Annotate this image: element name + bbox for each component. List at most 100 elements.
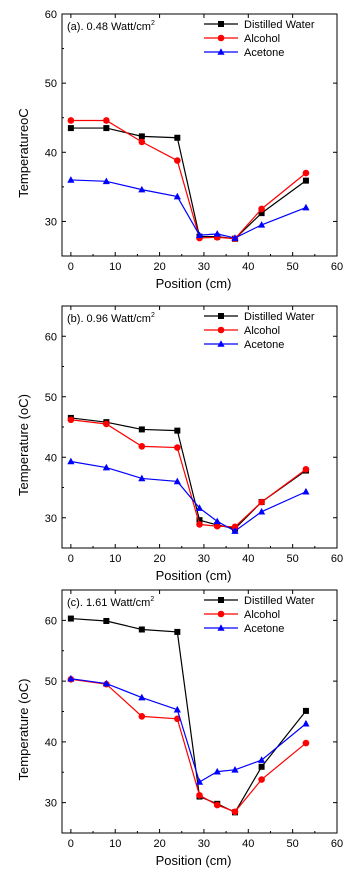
x-tick-label: 10 — [109, 553, 121, 565]
data-point — [213, 801, 221, 809]
panel-label-text: (b). 0.96 Watt/cm — [67, 313, 151, 325]
series-line — [70, 617, 307, 814]
x-tick-label: 30 — [198, 838, 210, 850]
data-point — [138, 133, 145, 140]
data-point — [195, 231, 204, 239]
data-point — [257, 756, 266, 763]
data-point — [103, 420, 110, 428]
data-point — [138, 713, 146, 720]
legend-label: Alcohol — [244, 609, 280, 621]
legend: Distilled Water Alcohol Acetone — [204, 311, 315, 351]
data-point — [67, 457, 75, 465]
data-point — [302, 739, 310, 747]
data-point — [302, 169, 310, 177]
data-point — [67, 125, 74, 132]
y-tick-label: 40 — [45, 737, 57, 749]
data-point — [302, 707, 309, 714]
legend-label: Alcohol — [244, 325, 280, 337]
y-axis-label-text: Temperature ( — [16, 414, 31, 496]
series-alcohol — [67, 416, 310, 531]
data-point — [67, 176, 75, 183]
data-point — [174, 157, 181, 164]
data-point — [213, 767, 221, 775]
panel-label-text: (a). 0.48 Watt/cm — [67, 21, 151, 33]
y-tick-label: 60 — [45, 9, 57, 21]
panel-label: (c). 1.61 Watt/cm2 — [67, 596, 154, 609]
y-tick-label: 60 — [45, 615, 57, 627]
data-point — [195, 778, 204, 785]
data-point — [258, 205, 265, 213]
x-tick-label: 0 — [68, 261, 74, 273]
legend-label: Alcohol — [244, 33, 280, 45]
series-line — [70, 678, 307, 783]
legend-marker — [217, 34, 225, 42]
data-point — [138, 443, 146, 450]
plot-frame — [61, 13, 338, 257]
x-tick-label: 10 — [109, 838, 121, 850]
data-point — [103, 617, 110, 624]
y-axis-label-unit: oC — [16, 108, 31, 125]
legend-marker — [217, 48, 225, 55]
data-point — [258, 776, 265, 783]
data-point — [173, 192, 181, 200]
data-point — [196, 792, 203, 799]
legend-marker — [218, 597, 224, 603]
y-tick-label: 30 — [45, 216, 57, 228]
legend-label: Acetone — [244, 623, 284, 635]
data-point — [302, 466, 310, 473]
data-point — [102, 679, 110, 687]
x-tick-label: 50 — [287, 838, 299, 850]
x-tick-label: 30 — [198, 261, 210, 273]
legend-marker — [217, 340, 225, 347]
data-point — [174, 134, 181, 141]
data-point — [213, 522, 221, 530]
x-tick-label: 0 — [68, 553, 74, 565]
panel-label-text: (c). 1.61 Watt/cm — [67, 597, 150, 609]
legend: Distilled Water Alcohol Acetone — [204, 19, 315, 59]
legend-label: Acetone — [244, 339, 284, 351]
data-point — [258, 498, 265, 506]
data-point — [138, 185, 146, 193]
data-point — [213, 517, 221, 525]
legend-marker — [217, 624, 225, 631]
legend-marker — [218, 313, 224, 319]
y-axis-label-text: Temperature — [16, 125, 31, 198]
data-point — [138, 138, 146, 146]
y-tick-label: 50 — [45, 392, 57, 404]
x-tick-label: 40 — [242, 553, 254, 565]
panel-label-superscript: 2 — [151, 20, 155, 27]
x-tick-label: 60 — [331, 553, 343, 565]
x-axis-label: Position (cm) — [156, 568, 232, 583]
data-point — [302, 203, 310, 211]
data-point — [103, 125, 110, 132]
legend-label: Distilled Water — [244, 595, 315, 607]
y-tick-label: 40 — [45, 147, 57, 159]
legend-label: Distilled Water — [244, 19, 315, 31]
data-point — [102, 463, 110, 471]
y-tick-label: 50 — [45, 676, 57, 688]
series-alcohol — [67, 117, 310, 243]
legend-label: Distilled Water — [244, 311, 315, 323]
series-distilled_water — [67, 414, 309, 532]
data-point — [195, 504, 204, 511]
y-axis-label: Temperature (oC) — [16, 394, 31, 496]
data-point — [173, 477, 181, 485]
x-tick-label: 0 — [68, 838, 74, 850]
panel-label: (b). 0.96 Watt/cm2 — [67, 312, 155, 325]
data-point — [258, 210, 265, 217]
x-tick-label: 40 — [242, 261, 254, 273]
legend: Distilled Water Alcohol Acetone — [204, 595, 315, 635]
data-point — [173, 705, 181, 713]
data-point — [231, 523, 239, 531]
x-axis-label: Position (cm) — [156, 276, 232, 291]
data-point — [213, 230, 221, 237]
data-point — [302, 177, 309, 184]
x-tick-label: 40 — [242, 838, 254, 850]
y-axis-label-unit: oC) — [16, 394, 31, 415]
x-tick-label: 10 — [109, 261, 121, 273]
chart-panel-0: 0 10 20 30 40 50 60 30 40 50 60 Position (cm) Temper… — [16, 9, 343, 291]
y-axis-label-unit: oC) — [16, 679, 31, 700]
legend-marker — [217, 610, 225, 618]
series-line — [70, 417, 307, 530]
